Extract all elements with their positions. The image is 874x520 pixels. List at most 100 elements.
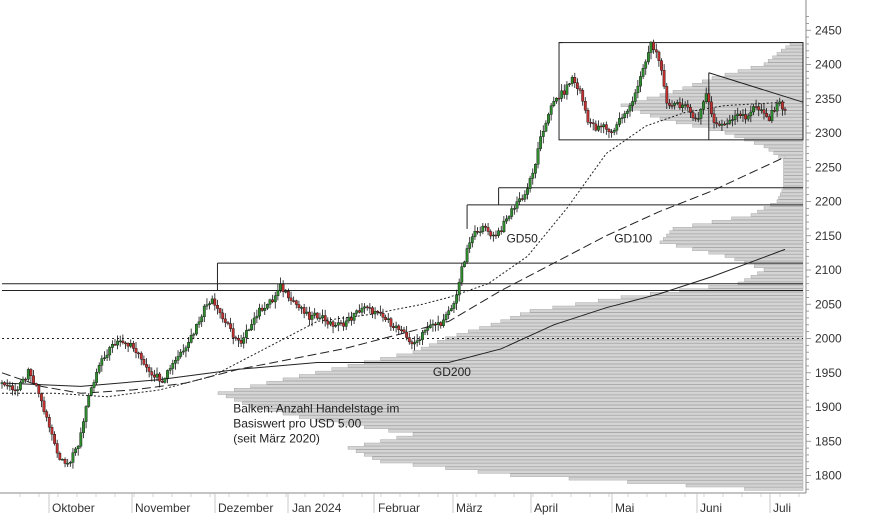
candle-body [229, 323, 232, 329]
candle-body [334, 325, 338, 327]
candle-body [53, 434, 57, 444]
candle-body [536, 148, 540, 165]
annotation-label: GD200 [433, 365, 471, 379]
candle-body [744, 114, 748, 120]
candle-body [426, 327, 430, 331]
candle-body [447, 310, 451, 315]
candle-body [113, 344, 117, 346]
candle-body [431, 323, 435, 326]
profile-bar [780, 192, 804, 196]
candle-body [29, 369, 33, 376]
profile-bar [225, 394, 804, 399]
profile-bar [650, 292, 804, 296]
profile-bar [772, 55, 804, 60]
candle-body [762, 109, 766, 114]
candle-body [541, 130, 545, 137]
candle-body [497, 230, 500, 236]
candle-body [710, 101, 713, 115]
candle-body [444, 314, 448, 321]
y-tick-label: 2150 [815, 229, 842, 243]
candle-body [418, 339, 422, 341]
candle-body [668, 102, 671, 106]
candle-body [644, 61, 648, 69]
candle-body [126, 343, 130, 347]
profile-bar [456, 333, 804, 337]
candle-body [547, 114, 550, 124]
profile-bar [552, 305, 804, 310]
candle-body [152, 374, 156, 378]
candle-body [137, 352, 140, 355]
profile-bar [711, 220, 804, 224]
candle-body [673, 103, 677, 106]
candle-body [623, 113, 627, 118]
profile-bar [429, 343, 804, 347]
profile-bar [773, 151, 804, 155]
candle-body [783, 108, 787, 111]
candle-body [150, 371, 154, 376]
candle-body [244, 330, 248, 338]
candle-body [449, 308, 453, 311]
y-tick-label: 1950 [815, 366, 842, 380]
profile-bar [757, 271, 804, 275]
candle-body [657, 51, 661, 61]
candle-body [379, 312, 382, 314]
candle-body [528, 178, 532, 189]
profile-bar [468, 329, 804, 333]
profile-bar [702, 79, 804, 84]
profile-bar [242, 401, 804, 405]
candle-body [610, 131, 614, 134]
profile-bar [669, 230, 804, 234]
profile-bar [750, 65, 804, 70]
profile-bar [364, 425, 804, 429]
candle-body [707, 93, 711, 103]
candle-body [5, 384, 9, 387]
profile-bar [339, 422, 804, 426]
candle-body [171, 363, 175, 369]
candle-body [271, 299, 274, 303]
profile-bar [763, 206, 804, 210]
candle-body [216, 305, 219, 309]
y-tick-label: 1900 [815, 400, 842, 414]
candle-body [473, 230, 477, 237]
candle-body [586, 109, 590, 123]
candle-body [602, 124, 606, 128]
candle-body [481, 225, 485, 232]
candle-body [486, 227, 490, 232]
candle-body [184, 347, 188, 352]
candle-body [47, 417, 51, 428]
candle-body [250, 324, 253, 330]
profile-bar [778, 196, 804, 200]
candle-body [415, 340, 419, 343]
candle-body [565, 84, 569, 95]
candle-body [491, 234, 495, 237]
candle-body [749, 111, 753, 117]
candle-body [560, 90, 564, 99]
x-tick-label: Dezember [218, 501, 273, 515]
profile-bar [676, 244, 804, 248]
candle-body [173, 360, 177, 364]
candle-body [620, 117, 624, 119]
candle-body [681, 104, 684, 108]
profile-bar [620, 295, 804, 299]
x-tick-label: Oktober [52, 501, 95, 515]
candle-body [336, 322, 340, 326]
candle-body [45, 411, 49, 418]
candle-body [578, 88, 582, 91]
candle-body [720, 123, 724, 126]
y-tick-label: 2050 [815, 297, 842, 311]
y-tick-label: 2200 [815, 195, 842, 209]
candle-body [318, 317, 322, 320]
candle-body [239, 340, 243, 344]
candle-body [84, 406, 88, 422]
candle-body [352, 313, 356, 321]
candle-body [439, 322, 443, 326]
candle-body [770, 110, 774, 121]
candle-body [281, 283, 285, 292]
candle-body [597, 125, 600, 131]
candle-body [16, 389, 20, 391]
candle-body [702, 101, 705, 110]
y-tick-label: 2100 [815, 263, 842, 277]
candle-body [308, 311, 311, 320]
candle-body [507, 216, 511, 220]
candle-body [392, 326, 395, 328]
